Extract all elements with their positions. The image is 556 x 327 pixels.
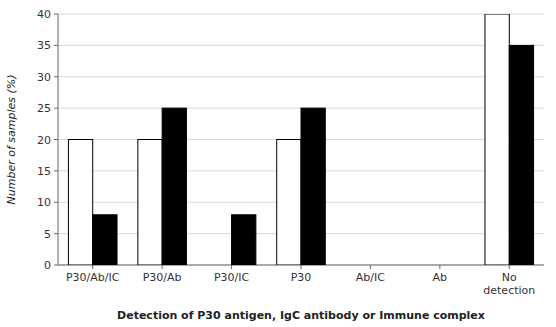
bar [162, 108, 186, 265]
y-tick-label: 5 [44, 228, 51, 241]
y-tick [54, 14, 58, 15]
y-axis-label: Number of samples (%) [5, 74, 18, 204]
grid-line [58, 45, 544, 46]
y-axis-line [58, 14, 59, 265]
y-tick [54, 170, 58, 171]
y-tick [54, 265, 58, 266]
grid-line [58, 76, 544, 77]
x-tick [162, 265, 163, 269]
x-tick-label: P30 [291, 271, 312, 284]
x-tick-label-line: P30/IC [214, 271, 250, 284]
bar [346, 265, 370, 266]
bar [301, 108, 325, 265]
x-tick-label: Ab/IC [356, 271, 385, 284]
bar [277, 140, 301, 266]
y-tick [54, 139, 58, 140]
x-tick-label-line: P30/Ab/IC [66, 271, 120, 284]
axes: 0 5 10 15 20 25 30 35 40 P30/Ab/IC P30/Ab P30/IC P30… [37, 8, 544, 297]
y-tick-label: 35 [37, 39, 51, 52]
y-tick-label: 30 [37, 71, 51, 84]
y-tick [54, 233, 58, 234]
x-tick [301, 265, 302, 269]
x-tick-label-line: P30 [291, 271, 312, 284]
y-tick [54, 108, 58, 109]
x-tick-label: P30/IC [214, 271, 250, 284]
x-tick-label-line: Ab [433, 271, 448, 284]
y-tick-label: 20 [37, 134, 51, 147]
x-tick-label: Nodetection [483, 271, 535, 297]
y-tick-label: 40 [37, 8, 51, 21]
x-tick-label: P30/Ab [143, 271, 182, 284]
y-tick-label: 0 [44, 259, 51, 272]
bar [509, 45, 533, 265]
x-tick [509, 265, 510, 269]
bar [370, 265, 394, 266]
bars [68, 14, 533, 265]
grid [58, 14, 544, 265]
x-tick-label-line: Ab/IC [356, 271, 385, 284]
bar [485, 14, 509, 265]
bar [440, 265, 464, 266]
x-tick-label: P30/Ab/IC [66, 271, 120, 284]
bar [68, 140, 92, 266]
y-tick-label: 25 [37, 102, 51, 115]
x-tick [439, 265, 440, 269]
bar [138, 140, 162, 266]
bar [416, 265, 440, 266]
x-tick-label-line: P30/Ab [143, 271, 182, 284]
x-tick [92, 265, 93, 269]
chart: 0 5 10 15 20 25 30 35 40 P30/Ab/IC P30/Ab P30/IC P30… [0, 0, 556, 327]
bar [93, 215, 117, 265]
y-tick [54, 76, 58, 77]
y-tick-label: 10 [37, 196, 51, 209]
y-tick [54, 45, 58, 46]
y-tick-label: 15 [37, 165, 51, 178]
x-tick-label-line: No [502, 271, 517, 284]
x-tick-label: Ab [433, 271, 448, 284]
y-tick [54, 202, 58, 203]
x-tick-label-line: detection [483, 284, 535, 297]
x-axis-label: Detection of P30 antigen, IgC antibody o… [117, 309, 485, 322]
x-tick [231, 265, 232, 269]
bar [232, 215, 256, 265]
bar [207, 265, 231, 266]
grid-line [58, 14, 544, 15]
x-tick [370, 265, 371, 269]
